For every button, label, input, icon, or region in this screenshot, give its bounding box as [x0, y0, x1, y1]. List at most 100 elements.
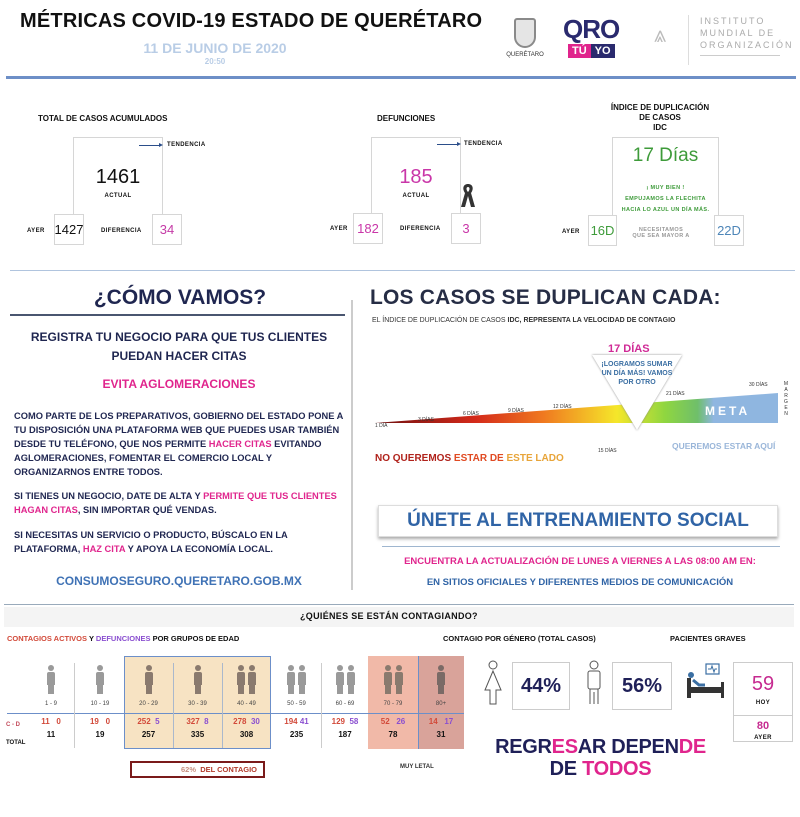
social-training-banner: ÚNETE AL ENTRENAMIENTO SOCIAL	[378, 505, 778, 537]
gender-title: CONTAGIO POR GÉNERO (TOTAL CASOS)	[443, 634, 596, 643]
idc-title: ÍNDICE DE DUPLICACIÓN DE CASOS IDC	[610, 103, 710, 132]
avoid-crowds-highlight: EVITA AGLOMERACIONES	[102, 377, 256, 391]
section-divider	[4, 604, 794, 605]
male-percentage: 56%	[612, 662, 672, 710]
contagion-share-box: 62% DEL CONTAGIO	[130, 761, 265, 778]
idc-target: 22D	[714, 215, 744, 246]
scale-label: 6 DÍAS	[463, 411, 479, 417]
adult-icon	[144, 665, 153, 695]
difference-label: DIFERENCIA	[400, 226, 441, 232]
deaths-yesterday: 182	[353, 213, 383, 244]
deaths-title: DEFUNCIONES	[377, 114, 436, 123]
deaths-current: 185	[399, 166, 433, 188]
channels-text: EN SITIOS OFICIALES Y DIFERENTES MEDIOS …	[426, 577, 734, 588]
mourning-ribbon-icon	[460, 183, 476, 209]
lethal-80s-highlight	[418, 656, 464, 749]
trend-arrow-icon	[437, 142, 461, 146]
couple-icon	[237, 665, 246, 695]
queretaro-state-logo: QUERÉTARO	[505, 18, 545, 64]
idc-marker-triangle	[592, 355, 682, 430]
como-vamos-title: ¿CÓMO VAMOS?	[93, 286, 267, 309]
total-cases-current: 1461	[95, 166, 141, 188]
trend-label: TENDENCIA	[464, 141, 503, 147]
age-group-30-39: 30 - 39 327 8 335	[173, 655, 222, 749]
female-icon	[483, 660, 503, 706]
who-title: ¿QUIÉNES SE ESTÁN CONTAGIANDO?	[300, 611, 478, 621]
severe-patients-box	[733, 662, 793, 742]
peak-age-highlight	[124, 656, 271, 749]
coat-of-arms-icon	[514, 18, 536, 48]
idc-current: 17 Días	[632, 145, 699, 166]
female-percentage: 44%	[512, 662, 570, 710]
age-group-10-19: 10 - 19 19 0 19	[76, 655, 124, 749]
goal-label: META	[705, 404, 751, 418]
yesterday-label: AYER	[330, 226, 348, 232]
very-lethal-label: MUY LETAL	[400, 764, 434, 770]
institute-logo-text: INSTITUTO MUNDIAL DE ORGANIZACIÓN	[700, 15, 794, 56]
yesterday-label: AYER	[562, 229, 580, 235]
tu-yo-logo: TÚ YO	[568, 44, 615, 58]
idc-card	[612, 137, 719, 219]
col-divider	[74, 663, 75, 748]
consumo-seguro-link[interactable]: CONSUMOSEGURO.QUERETARO.GOB.MX	[56, 574, 302, 588]
yesterday-label: AYER	[27, 228, 45, 234]
hospital-bed-icon	[685, 660, 727, 702]
trend-arrow-icon	[139, 143, 163, 147]
duplication-title: LOS CASOS SE DUPLICAN CADA:	[370, 286, 721, 309]
trend-label: TENDENCIA	[167, 142, 206, 148]
difference-label: DIFERENCIA	[101, 228, 142, 234]
idc-need-text: NECESITAMOS QUE SEA MAYOR A	[632, 227, 690, 239]
today-label: HOY	[755, 700, 771, 706]
qro-logo: QRO	[563, 14, 620, 44]
yesterday-label: AYER	[754, 735, 772, 741]
not-this-side-label: NO QUEREMOS ESTAR DE ESTE LADO	[375, 453, 564, 464]
scale-label: 30 DÍAS	[749, 382, 768, 388]
lethal-70s-highlight	[368, 656, 418, 749]
update-schedule-text: ENCUENTRA LA ACTUALIZACIÓN DE LUNES A VI…	[404, 556, 756, 567]
elderly-cane-icon	[437, 665, 446, 695]
age-group-70-79: 70 - 79 52 26 78	[368, 655, 418, 749]
margin-label: MARGEN	[783, 381, 789, 417]
idc-marker-text: ¡LOGRAMOS SUMAR UN DÍA MÁS! VAMOS POR OT…	[601, 361, 673, 386]
banner-divider	[382, 546, 780, 547]
paragraph-business: SI TIENES UN NEGOCIO, DATE DE ALTA Y PER…	[14, 491, 337, 515]
total-cases-title: TOTAL DE CASOS ACUMULADOS	[38, 114, 168, 123]
total-cases-yesterday: 1427	[54, 214, 84, 245]
age-table-divider	[7, 713, 464, 714]
severe-today-value: 59	[751, 673, 775, 695]
age-group-20-29: 20 - 29 252 5 257	[124, 655, 173, 749]
adult-icon	[193, 665, 202, 695]
scale-label: 12 DÍAS	[553, 404, 572, 410]
severe-yesterday-value: 80	[756, 720, 770, 732]
como-vamos-underline	[10, 314, 345, 316]
current-label: ACTUAL	[402, 193, 430, 199]
age-group-40-49: 40 - 49 278 30 308	[222, 655, 271, 749]
age-group-60-69: 60 - 69 129 58 187	[322, 655, 368, 749]
total-cases-card	[73, 137, 163, 219]
scale-label: 9 DÍAS	[508, 408, 524, 414]
idc-message: ¡ MUY BIEN ! EMPUJAMOS LA FLECHITA HACIA…	[621, 185, 710, 213]
col-divider	[321, 663, 322, 748]
idc-marker-value: 17 DÍAS	[608, 343, 650, 355]
deaths-difference: 3	[451, 213, 481, 244]
scale-label: 3 DÍAS	[418, 417, 434, 423]
column-divider	[351, 300, 353, 590]
duplication-subtitle: EL ÍNDICE DE DUPLICACIÓN DE CASOS IDC, R…	[372, 317, 676, 324]
page-title: MÉTRICAS COVID-19 ESTADO DE QUERÉTARO	[20, 10, 483, 32]
elderly-couple-icon	[383, 665, 392, 695]
deaths-card	[371, 137, 461, 219]
report-date: 11 DE JUNIO DE 2020	[143, 40, 287, 56]
row-label-cd: C - D	[6, 722, 20, 728]
severe-patients-title: PACIENTES GRAVES	[670, 634, 746, 643]
register-heading: REGISTRA TU NEGOCIO PARA QUE TUS CLIENTE…	[30, 330, 328, 363]
col-divider	[173, 663, 174, 748]
couple-icon	[287, 665, 296, 695]
want-to-be-here-label: QUEREMOS ESTAR AQUÍ	[672, 441, 776, 451]
section-divider	[10, 270, 795, 271]
age-group-80-plus: 80+ 14 17 31	[418, 655, 464, 749]
header-divider	[6, 76, 796, 79]
idc-yesterday: 16D	[588, 215, 617, 246]
report-time: 20:50	[204, 57, 226, 66]
scale-label: 15 DÍAS	[598, 448, 617, 454]
col-divider	[222, 663, 223, 748]
